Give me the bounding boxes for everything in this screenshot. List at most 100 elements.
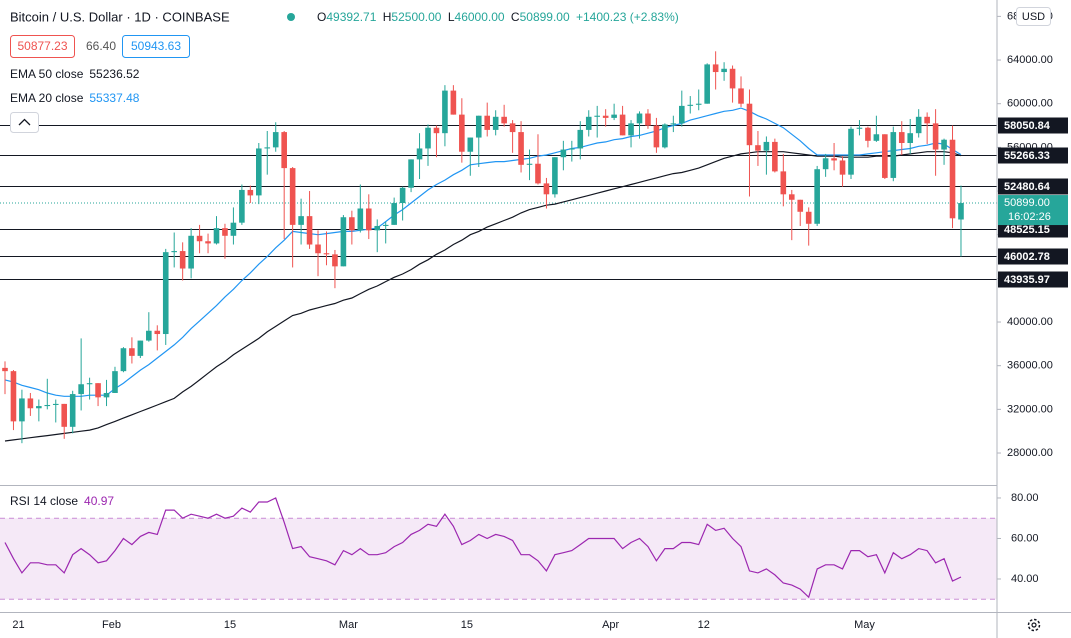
candle-body <box>839 160 846 175</box>
candle-body <box>831 158 837 161</box>
candle-body <box>949 139 956 219</box>
candle-body <box>552 157 558 195</box>
candle-body <box>645 113 651 126</box>
candle-body <box>898 132 905 144</box>
candle-body <box>907 133 914 144</box>
rsi-line <box>4 497 962 599</box>
plot-layer <box>0 51 997 600</box>
candle-body <box>788 194 795 200</box>
x-tick-label: 15 <box>224 619 236 631</box>
candle-body <box>289 168 296 225</box>
candle-body <box>137 340 144 356</box>
candle-body <box>814 169 820 224</box>
candle-body <box>2 367 8 372</box>
ema-line <box>4 151 962 442</box>
candle-body <box>636 113 643 124</box>
ask-price: 50943.63 <box>131 39 181 53</box>
candle-body <box>822 158 829 170</box>
x-tick-label: Feb <box>102 619 121 631</box>
candle-body <box>196 235 203 242</box>
candle-body <box>188 235 194 269</box>
indicator-value: 55337.48 <box>89 91 139 105</box>
x-tick-label: Apr <box>602 619 619 631</box>
candle-body <box>780 171 787 195</box>
candle-body <box>52 403 59 405</box>
candle-body <box>365 208 372 231</box>
x-tick-label: 21 <box>12 619 24 631</box>
candle-body <box>95 383 101 398</box>
gear-inner <box>1031 622 1037 628</box>
level-label: 58050.84 <box>1004 120 1051 132</box>
candle-body <box>577 129 584 149</box>
candle-body <box>10 371 17 422</box>
candle-body <box>518 132 524 165</box>
candle-body <box>36 406 42 409</box>
candle-body <box>298 216 304 225</box>
candle-body <box>357 208 364 231</box>
candle-body <box>433 127 440 134</box>
spread: 66.40 <box>86 39 116 53</box>
collapse-button[interactable] <box>10 112 39 133</box>
ohlc-key: L <box>448 10 455 24</box>
candle-body <box>129 348 135 356</box>
candle-body <box>349 217 355 231</box>
rsi-tick-label: 60.00 <box>1011 532 1039 544</box>
candle-body <box>78 384 84 395</box>
candle-body <box>69 394 76 427</box>
candle-body <box>382 224 389 226</box>
currency-box[interactable] <box>1016 7 1051 26</box>
candle-body <box>594 115 600 117</box>
ohlc-value: 46000.00 <box>455 10 505 24</box>
x-tick-label: Mar <box>339 619 358 631</box>
last-price-label: 50899.00 <box>1004 197 1050 209</box>
indicator-value: 55236.52 <box>89 67 139 81</box>
candle-body <box>264 147 271 149</box>
indicator-name: EMA 50 close <box>10 67 84 81</box>
y-tick-label: 40000.00 <box>1007 316 1053 328</box>
candle-body <box>501 116 507 124</box>
candle-body <box>205 241 211 244</box>
level-label: 48525.15 <box>1004 224 1050 236</box>
rsi-name: RSI 14 close <box>10 494 78 508</box>
candle-body <box>721 68 727 73</box>
level-label-box <box>998 221 1068 238</box>
candle-body <box>425 127 431 149</box>
ohlc-change: +1400.23 (+2.83%) <box>576 10 679 24</box>
candle-body <box>670 123 677 125</box>
settings-icon[interactable] <box>1027 618 1041 632</box>
candle-body <box>146 330 152 341</box>
indicator-legend: EMA 50 close 55236.52 <box>10 67 140 81</box>
candle-body <box>509 123 516 133</box>
bid-box[interactable] <box>10 35 75 58</box>
candle-body <box>865 127 871 141</box>
ask-box[interactable] <box>122 35 190 58</box>
candle-body <box>797 199 804 212</box>
candle-body <box>399 187 406 204</box>
candle-body <box>856 127 863 129</box>
candle-body <box>915 116 922 134</box>
level-label-box <box>998 147 1068 164</box>
candle-body <box>560 149 567 158</box>
candle-body <box>61 403 68 427</box>
candle-body <box>306 216 313 245</box>
candle-body <box>442 90 448 134</box>
candle-body <box>86 383 93 385</box>
candle-body <box>467 137 474 152</box>
candle-body <box>408 159 414 188</box>
candle-body <box>848 128 854 175</box>
ema-line <box>4 107 962 397</box>
candle-body <box>492 116 499 130</box>
rsi-value: 40.97 <box>84 494 114 508</box>
candle-body <box>805 211 812 224</box>
candle-body <box>746 103 753 146</box>
rsi-band <box>0 518 997 600</box>
candle-body <box>602 115 609 118</box>
y-tick-label: 60000.00 <box>1007 98 1053 110</box>
candle-body <box>526 163 533 165</box>
level-label-box <box>998 248 1068 265</box>
indicator-legend: EMA 20 close 55337.48 <box>10 91 140 105</box>
candle-body <box>171 251 177 253</box>
price-axis <box>997 0 1071 638</box>
